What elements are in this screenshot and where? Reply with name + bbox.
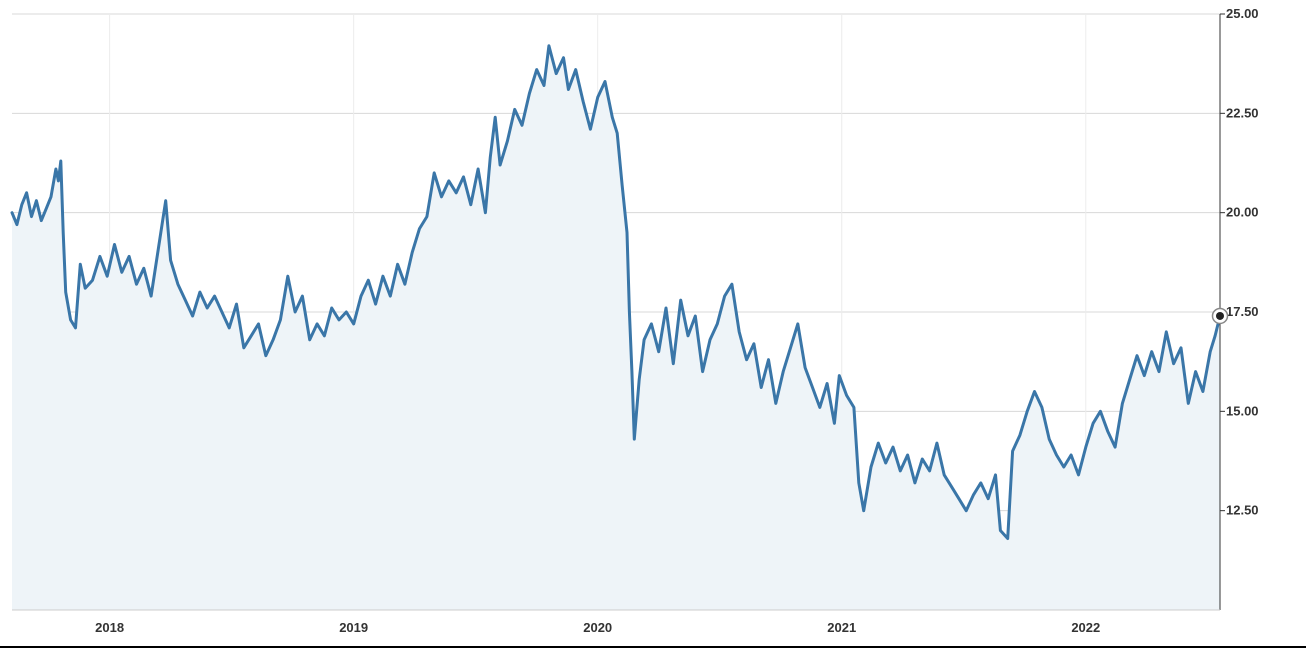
- y-tick-label: 22.50: [1226, 105, 1259, 120]
- x-tick-label: 2022: [1071, 620, 1100, 635]
- x-tick-label: 2019: [339, 620, 368, 635]
- x-tick-label: 2018: [95, 620, 124, 635]
- y-tick-label: 17.50: [1226, 304, 1259, 319]
- tick-labels: 12.50 15.00 17.50 20.00 22.50 25.00 2018 2019 20…: [95, 6, 1258, 635]
- series-line: [10, 44, 1222, 540]
- x-tick-label: 2021: [827, 620, 856, 635]
- y-tick-label: 20.00: [1226, 205, 1259, 220]
- y-tick-label: 12.50: [1226, 503, 1259, 518]
- plot-area: [10, 44, 1222, 611]
- y-tick-label: 15.00: [1226, 403, 1259, 418]
- last-point-marker-dot: [1216, 311, 1224, 320]
- markers: [1211, 307, 1229, 325]
- x-tick-label: 2020: [583, 620, 612, 635]
- y-tick-label: 25.00: [1226, 6, 1259, 21]
- series-area-fill: [12, 45, 1220, 611]
